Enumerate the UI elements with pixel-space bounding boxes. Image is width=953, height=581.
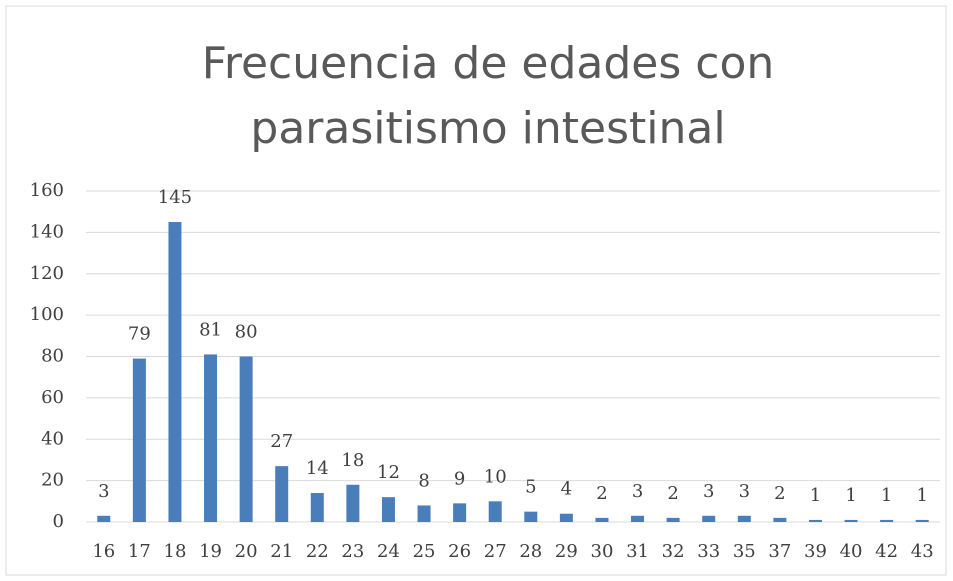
bar (702, 515, 716, 522)
x-tick-label: 19 (199, 541, 222, 562)
x-tick-label: 24 (377, 541, 400, 562)
bar (204, 354, 218, 522)
bar (880, 519, 894, 522)
data-label: 8 (418, 470, 429, 491)
x-tick-label: 32 (662, 541, 685, 562)
data-label: 1 (845, 485, 856, 506)
x-tick-label: 18 (164, 541, 187, 562)
bar (453, 503, 467, 522)
x-tick-label: 21 (270, 541, 293, 562)
data-label: 1 (916, 485, 927, 506)
x-tick-label: 39 (804, 541, 827, 562)
y-tick-label: 100 (30, 304, 64, 325)
bar (559, 513, 573, 522)
data-label: 10 (484, 466, 507, 487)
data-label: 9 (454, 468, 465, 489)
x-tick-label: 33 (697, 541, 720, 562)
y-tick-label: 140 (30, 221, 64, 242)
data-label: 3 (98, 481, 109, 502)
x-tick-label: 22 (306, 541, 329, 562)
bar (346, 484, 360, 522)
data-label: 1 (881, 485, 892, 506)
x-tick-label: 29 (555, 541, 578, 562)
x-tick-label: 23 (341, 541, 364, 562)
y-tick-label: 0 (53, 511, 64, 532)
x-tick-label: 16 (92, 541, 115, 562)
y-tick-label: 60 (41, 387, 64, 408)
data-label: 5 (525, 477, 536, 498)
bar (595, 517, 609, 522)
data-label: 2 (774, 483, 785, 504)
data-label: 12 (377, 462, 400, 483)
data-label: 79 (128, 324, 151, 345)
bar (168, 222, 182, 522)
chart-border (5, 5, 947, 576)
y-tick-label: 20 (41, 470, 64, 491)
x-tick-label: 30 (591, 541, 614, 562)
x-tick-label: 27 (484, 541, 507, 562)
bar (132, 358, 146, 522)
data-label: 1 (810, 485, 821, 506)
bar (773, 517, 787, 522)
y-tick-label: 120 (30, 263, 64, 284)
data-label: 4 (561, 479, 572, 500)
x-tick-label: 31 (626, 541, 649, 562)
bar (381, 497, 395, 522)
data-label: 3 (739, 481, 750, 502)
bar (737, 515, 751, 522)
chart-title: Frecuencia de edades con (202, 38, 775, 89)
data-label: 14 (306, 458, 329, 479)
x-tick-label: 35 (733, 541, 756, 562)
data-label: 27 (270, 431, 293, 452)
bar (97, 515, 111, 522)
x-tick-label: 20 (235, 541, 258, 562)
bar (417, 505, 431, 522)
x-tick-label: 40 (840, 541, 863, 562)
bar (844, 519, 858, 522)
bar (631, 515, 645, 522)
bar (275, 466, 289, 522)
x-tick-label: 43 (911, 541, 934, 562)
y-tick-label: 160 (30, 180, 64, 201)
y-tick-label: 40 (41, 428, 64, 449)
x-tick-label: 37 (768, 541, 791, 562)
x-tick-label: 26 (448, 541, 471, 562)
data-label: 145 (158, 187, 192, 208)
x-tick-label: 17 (128, 541, 151, 562)
bar (808, 519, 822, 522)
bar (915, 519, 929, 522)
bar (310, 493, 324, 522)
data-label: 3 (632, 481, 643, 502)
x-tick-label: 28 (519, 541, 542, 562)
bar (239, 356, 253, 522)
bar (666, 517, 680, 522)
x-tick-label: 42 (875, 541, 898, 562)
chart-title: parasitismo intestinal (250, 103, 725, 154)
data-label: 2 (667, 483, 678, 504)
bar (524, 511, 538, 522)
data-label: 3 (703, 481, 714, 502)
data-label: 2 (596, 483, 607, 504)
bar (488, 501, 502, 522)
data-label: 80 (235, 322, 258, 343)
data-label: 81 (199, 319, 222, 340)
x-tick-label: 25 (413, 541, 436, 562)
data-label: 18 (341, 450, 364, 471)
y-tick-label: 80 (41, 346, 64, 367)
